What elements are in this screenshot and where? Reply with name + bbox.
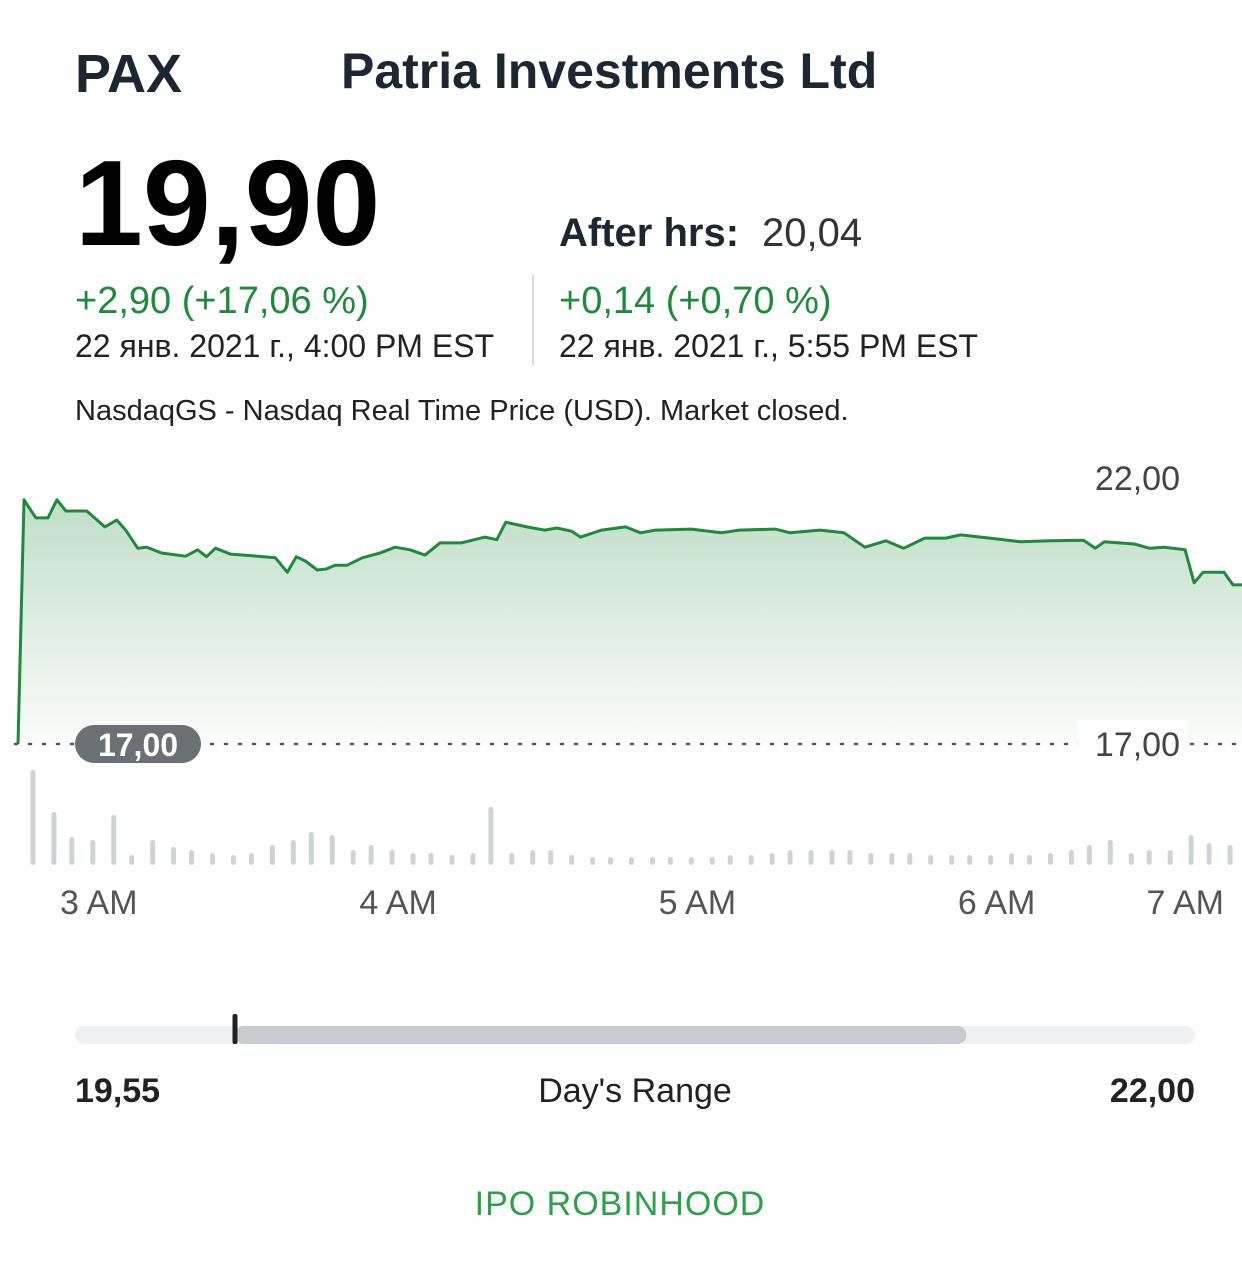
volume-bar <box>470 853 476 865</box>
volume-bar <box>949 855 955 865</box>
x-tick-label: 5 AM <box>659 884 736 922</box>
volume-bar <box>189 850 195 865</box>
volume-bar <box>129 855 135 865</box>
x-tick-label: 4 AM <box>359 884 436 922</box>
volume-bar <box>1027 855 1033 865</box>
range-marker <box>232 1014 238 1044</box>
volume-bar <box>368 845 374 865</box>
price: 19,90 <box>75 135 380 271</box>
price-chart: 17,00 17,00 22,00 3 AM 4 AM 5 AM 6 AM 7 AM <box>13 454 1242 922</box>
volume-bar <box>308 832 314 865</box>
y-tick-bg <box>1078 720 1188 760</box>
range-label: Day's Range <box>538 1072 732 1110</box>
volume-bar <box>290 840 296 865</box>
volume-bar <box>829 850 835 865</box>
range-high: 22,00 <box>1110 1072 1195 1110</box>
x-tick-label: 3 AM <box>60 884 137 922</box>
area <box>17 499 1242 744</box>
footer: IPO ROBINHOOD <box>475 1185 766 1223</box>
volume-bar <box>907 853 913 865</box>
volume-bar <box>1167 850 1173 865</box>
volume-bar <box>548 850 554 865</box>
volume-bar <box>1227 845 1233 865</box>
volume-bar <box>30 770 36 865</box>
volume-bar <box>51 812 57 865</box>
volume-bar <box>150 840 156 865</box>
volume-bar <box>69 837 75 865</box>
volume-bar <box>1206 843 1212 865</box>
volume-bar <box>428 853 434 865</box>
volume-bar <box>1047 853 1053 865</box>
after-hours-change: +0,14 (+0,70 %) <box>559 280 832 322</box>
volume-bar <box>769 853 775 865</box>
range-low: 19,55 <box>75 1072 160 1110</box>
price-change: +2,90 (+17,06 %) <box>75 280 369 322</box>
volume-bar <box>230 855 236 865</box>
volume-bar <box>1188 835 1194 865</box>
x-tick-label: 6 AM <box>958 884 1035 922</box>
volume-bar <box>1086 845 1092 865</box>
y-tick-bg <box>1078 454 1188 494</box>
volume-bar <box>111 815 117 865</box>
volume-bar <box>688 857 694 865</box>
volume-bar <box>808 850 814 865</box>
volume-bar <box>488 807 494 865</box>
volume-bar <box>329 835 335 865</box>
volume-bar <box>727 855 733 865</box>
volume-bar <box>389 850 395 865</box>
volume-bar <box>649 857 655 865</box>
after-hours-label: After hrs: <box>559 211 739 255</box>
volume-bar <box>1146 850 1152 865</box>
volume-bar <box>210 853 216 865</box>
volume-bar <box>509 853 515 865</box>
price-line <box>16 498 1242 745</box>
volume-bar <box>590 857 596 865</box>
volume-bar <box>967 855 973 865</box>
volume-bar <box>608 857 614 865</box>
volume-bar <box>1068 850 1074 865</box>
volume-bar <box>889 853 895 865</box>
volume-bar <box>90 840 96 865</box>
volume-bar <box>171 847 177 865</box>
volume-bar <box>530 850 536 865</box>
volume-bar <box>868 853 874 865</box>
quote-time: 22 янв. 2021 г., 4:00 PM EST <box>75 328 494 364</box>
volume-bar <box>350 850 356 865</box>
day-range <box>75 1014 1195 1044</box>
range-fill <box>235 1026 967 1044</box>
volume-bar <box>748 855 754 865</box>
volume-bar <box>667 857 673 865</box>
volume-bar <box>1009 853 1015 865</box>
volume-bar <box>449 855 455 865</box>
ticker: PAX <box>75 44 182 104</box>
volume-bar <box>248 853 254 865</box>
after-hours-price: 20,04 <box>762 211 862 255</box>
market-note: NasdaqGS - Nasdaq Real Time Price (USD).… <box>75 395 849 427</box>
volume-bar <box>787 850 793 865</box>
after-hours-time: 22 янв. 2021 г., 5:55 PM EST <box>559 328 978 364</box>
volume-bar <box>709 857 715 865</box>
volume-bar <box>269 845 275 865</box>
y-tick-label: 22,00 <box>1095 460 1180 498</box>
volume-bar <box>1128 853 1134 865</box>
volume-bar <box>928 855 934 865</box>
volume-bar <box>569 855 575 865</box>
volume-bar <box>847 850 853 865</box>
volume-bar <box>628 857 634 865</box>
reference-badge <box>75 725 201 763</box>
reference-label: 17,00 <box>98 727 178 763</box>
x-tick-label: 7 AM <box>1147 884 1224 922</box>
volume-bar <box>988 855 994 865</box>
company-name: Patria Investments Ltd <box>341 43 877 99</box>
volume-bar <box>1107 840 1113 865</box>
y-tick-label: 17,00 <box>1095 726 1180 764</box>
volume-bar <box>410 853 416 865</box>
